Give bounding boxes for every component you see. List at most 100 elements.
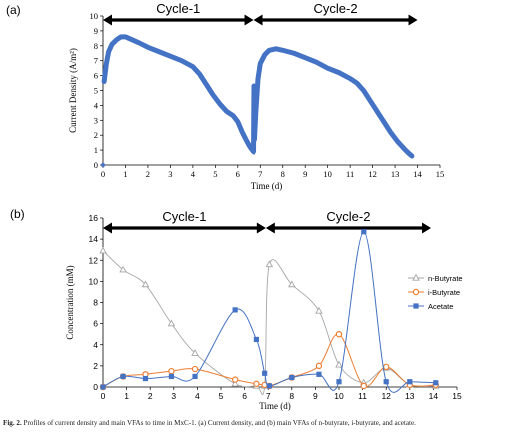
figure-caption: Fig. 2. Profiles of current density and … [3, 419, 515, 427]
x-tick-label: 6 [242, 391, 247, 401]
x-tick-label: 5 [213, 169, 217, 179]
cycle-2-label: Cycle-2 [326, 209, 370, 224]
legend-marker-i-butyrate [412, 288, 420, 296]
x-tick-label: 15 [436, 169, 445, 179]
cycle-1-label: Cycle-1 [156, 1, 200, 16]
x-tick-label: 14 [429, 391, 439, 401]
acetate-point [100, 384, 106, 390]
acetate-point [316, 371, 322, 377]
x-axis-title: Time (d) [251, 181, 282, 191]
n-butyrate-point [335, 360, 343, 368]
i-butyrate-point [191, 365, 199, 373]
data-point [101, 163, 105, 167]
acetate-point [168, 373, 175, 380]
cycle-2-label: Cycle-2 [313, 1, 357, 16]
x-tick-label: 7 [266, 391, 271, 401]
x-tick-label: 11 [346, 169, 354, 179]
n-butyrate-point [119, 265, 127, 273]
y-tick-label: 5 [94, 86, 98, 96]
n-butyrate-point [167, 319, 176, 327]
y-tick-label: 12 [89, 255, 99, 265]
x-tick-label: 4 [195, 391, 200, 401]
cycle-2-arrow-head-left [253, 14, 263, 26]
acetate-point [383, 379, 389, 385]
x-tick-label: 2 [148, 391, 153, 401]
legend-marker-acetate [413, 303, 419, 309]
y-tick-label: 0 [94, 160, 98, 170]
x-tick-label: 2 [146, 169, 150, 179]
y-tick-label: 10 [89, 276, 99, 286]
cycle-1-arrow-head-right [256, 222, 266, 234]
y-tick-label: 3 [94, 115, 98, 125]
x-tick-label: 7 [258, 169, 262, 179]
x-tick-label: 9 [313, 391, 318, 401]
i-butyrate-point [335, 330, 343, 338]
y-tick-label: 7 [94, 56, 98, 66]
acetate-point [361, 229, 367, 235]
acetate-point [262, 370, 268, 376]
n-butyrate-point [191, 349, 199, 356]
y-tick-label: 10 [90, 11, 99, 21]
y-tick-label: 8 [94, 41, 98, 51]
cycle-2-arrow-head-right [408, 14, 418, 26]
legend-marker-n-butyrate [412, 273, 420, 281]
x-tick-label: 3 [168, 169, 172, 179]
acetate-point [407, 379, 413, 385]
x-tick-label: 15 [452, 391, 462, 401]
acetate-point [266, 383, 272, 389]
y-tick-label: 14 [89, 234, 99, 244]
i-butyrate-point [231, 376, 239, 383]
cycle-1-arrow-head-right [244, 14, 254, 26]
x-tick-label: 10 [334, 391, 344, 401]
panel-label: (a) [6, 3, 21, 17]
x-axis-title: Time (d) [259, 401, 290, 411]
y-tick-label: 6 [94, 71, 98, 81]
x-tick-label: 12 [368, 169, 377, 179]
x-tick-label: 3 [171, 391, 176, 401]
x-tick-label: 0 [101, 391, 106, 401]
y-tick-label: 1 [94, 145, 98, 155]
n-butyrate-point [99, 246, 107, 254]
cycle-2-arrow-head-right [422, 222, 432, 234]
n-butyrate-point [231, 379, 239, 387]
n-butyrate-point [315, 306, 323, 314]
y-tick-label: 8 [93, 298, 98, 308]
acetate-point [253, 336, 259, 343]
cycle-2-arrow-head-left [265, 222, 275, 234]
i-butyrate-point [383, 363, 390, 371]
n-butyrate-point [265, 260, 274, 268]
x-tick-label: 13 [391, 169, 400, 179]
legend-label-i-butyrate: i-Butyrate [428, 288, 460, 297]
caption-text: Profiles of current density and main VFA… [23, 419, 416, 427]
cycle-1-label: Cycle-1 [162, 209, 206, 224]
acetate-point [289, 374, 295, 381]
x-tick-label: 1 [124, 391, 129, 401]
i-butyrate-point [315, 362, 323, 370]
x-tick-label: 5 [219, 391, 224, 401]
acetate-point [433, 380, 439, 386]
n-butyrate-series [99, 246, 440, 396]
cycle-1-arrow-head-left [103, 222, 112, 234]
y-tick-label: 4 [93, 340, 98, 350]
x-tick-label: 4 [191, 169, 196, 179]
x-tick-label: 11 [358, 391, 367, 401]
x-tick-label: 12 [381, 391, 391, 401]
acetate-series [100, 229, 439, 393]
y-axis-title: Current Density (A/m²) [68, 48, 78, 133]
acetate-point [232, 307, 238, 313]
n-butyrate-point [141, 280, 150, 288]
acetate-point [192, 373, 198, 380]
acetate-point [336, 379, 342, 385]
x-tick-label: 1 [123, 169, 127, 179]
y-tick-label: 2 [94, 130, 98, 140]
y-tick-label: 0 [93, 382, 98, 392]
y-tick-label: 2 [93, 361, 98, 371]
y-tick-label: 4 [94, 100, 99, 110]
x-tick-label: 10 [323, 169, 332, 179]
x-tick-label: 13 [405, 391, 415, 401]
x-tick-label: 6 [236, 169, 240, 179]
y-axis-title: Concentration (mM) [65, 265, 75, 339]
